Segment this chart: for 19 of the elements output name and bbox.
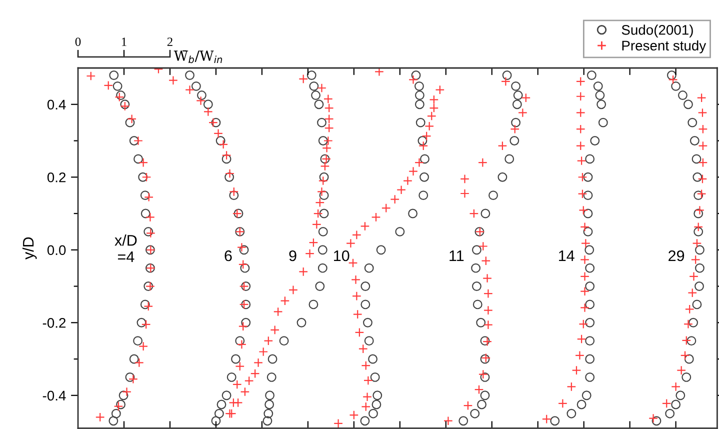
x-tick-label: 1 <box>122 38 126 46</box>
annotation: 10 <box>334 250 350 262</box>
x-axis-title: W̄$_{b}$/W$_{in}$ <box>174 50 222 64</box>
annotation: 11 <box>450 250 464 262</box>
legend-label: Present study <box>622 40 706 54</box>
x-tick-label: 2 <box>167 38 172 46</box>
y-tick-label: 0.2 <box>47 172 66 182</box>
y-tick-label: 0.4 <box>47 100 66 110</box>
x-tick-label: 0 <box>75 38 81 46</box>
y-tick-label: -0.2 <box>42 318 66 328</box>
y-tick-label: 0.0 <box>47 245 66 256</box>
y-axis-title: y/D <box>22 237 37 260</box>
annotation: 14 <box>559 250 574 262</box>
annotation: 9 <box>289 250 296 262</box>
annotation: 6 <box>224 250 232 262</box>
annotation: 29 <box>668 250 684 262</box>
legend-label: Sudo(2001) <box>622 24 693 38</box>
y-tick-label: -0.4 <box>42 390 66 401</box>
annotation: x/D =4 <box>114 234 137 262</box>
